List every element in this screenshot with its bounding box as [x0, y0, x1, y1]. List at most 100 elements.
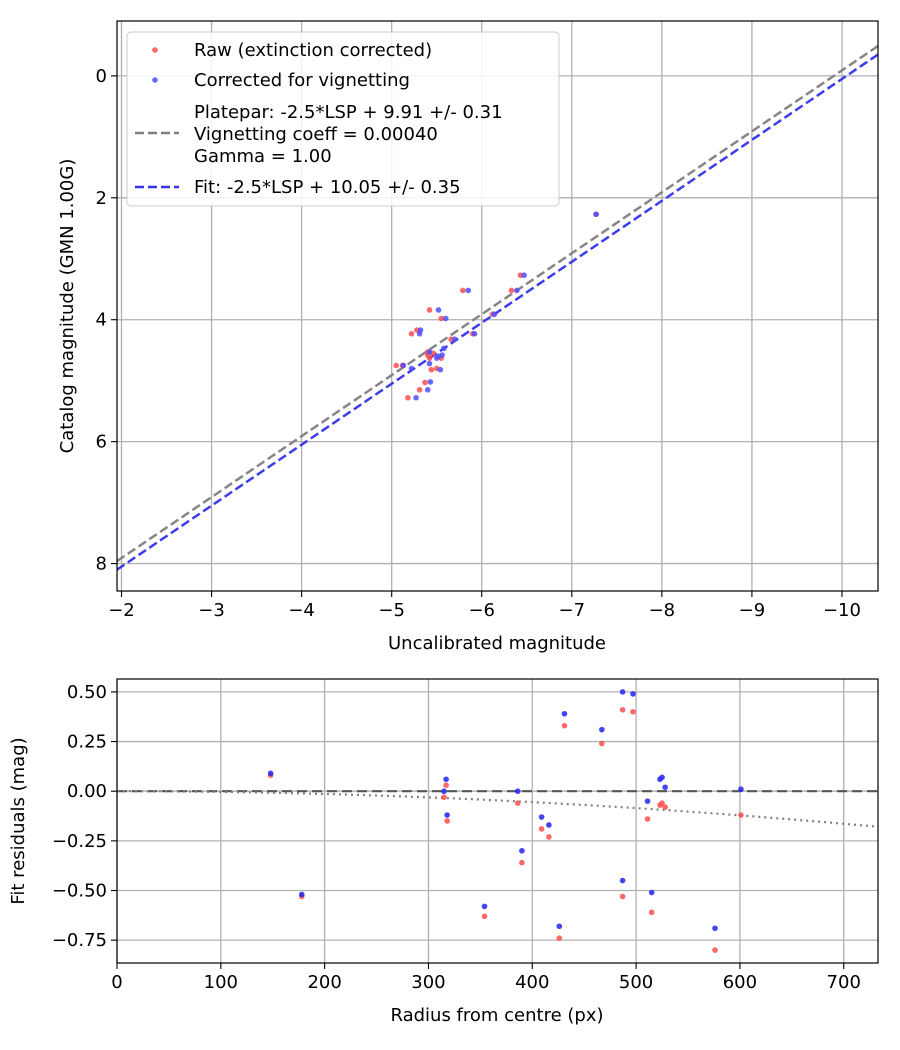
- corrected-point: [514, 287, 520, 294]
- raw-point: [416, 387, 423, 393]
- calibration-plot: −2 −3 −4 −5 −6 −7 −8 −9 −10 0 2 4 6 8 Uncalibrated m…: [57, 20, 879, 654]
- raw-point: [444, 818, 450, 824]
- corrected-point: [426, 360, 433, 367]
- raw-point: [556, 935, 563, 941]
- y-tick-label: 2: [96, 188, 107, 209]
- vignetting-curve: [117, 790, 876, 828]
- raw-point: [659, 800, 665, 806]
- legend-gamma-label: Gamma = 1.00: [194, 146, 332, 167]
- corrected-point: [491, 311, 498, 318]
- y-tick-label: 4: [96, 310, 107, 331]
- x-tick-label: 600: [723, 972, 757, 993]
- raw-point: [619, 706, 626, 713]
- reference-lines: [117, 790, 878, 828]
- x-tick-label: −6: [468, 600, 495, 621]
- raw-point: [428, 366, 435, 373]
- raw-point: [508, 287, 515, 294]
- corrected-point: [659, 774, 665, 781]
- corrected-point: [712, 925, 718, 932]
- corrected-point: [416, 330, 423, 337]
- corrected-point: [435, 307, 442, 313]
- raw-point: [408, 330, 415, 337]
- corrected-point: [481, 903, 488, 910]
- x-axis-label: Radius from centre (px): [390, 1005, 603, 1026]
- corrected-point: [630, 691, 636, 697]
- x-tick-label: 700: [827, 972, 861, 993]
- legend-platepar-label: Platepar: -2.5*LSP + 9.91 +/- 0.31: [194, 102, 503, 123]
- x-tick-label: 100: [204, 972, 238, 993]
- corrected-point: [427, 379, 434, 385]
- corrected-point: [413, 394, 419, 401]
- raw-point: [481, 913, 488, 920]
- y-tick-label: −0.25: [52, 831, 107, 852]
- corrected-point: [426, 349, 433, 355]
- y-tick-label: 6: [96, 432, 107, 453]
- x-tick-label: 400: [515, 972, 549, 993]
- raw-point: [738, 812, 744, 818]
- corrected-point: [433, 355, 440, 361]
- raw-point: [441, 794, 447, 800]
- legend-fit-label: Fit: -2.5*LSP + 10.05 +/- 0.35: [194, 177, 461, 198]
- raw-point: [426, 355, 433, 361]
- corrected-point: [424, 387, 431, 393]
- raw-point: [712, 947, 718, 953]
- corrected-point: [599, 726, 605, 733]
- corrected-point: [267, 770, 274, 777]
- corrected-point: [556, 923, 563, 930]
- raw-point: [546, 834, 552, 840]
- y-tick-label: 8: [96, 554, 107, 575]
- raw-point: [662, 804, 668, 810]
- corrected-point: [546, 822, 552, 828]
- raw-point: [630, 708, 636, 715]
- corrected-point: [521, 272, 527, 279]
- corrected-point: [619, 877, 626, 884]
- y-tick-label: 0.50: [67, 682, 107, 703]
- corrected-point: [619, 689, 626, 695]
- raw-point: [422, 379, 428, 386]
- corrected-point: [519, 847, 525, 854]
- raw-point: [514, 800, 521, 806]
- x-tick-label: −3: [198, 600, 225, 621]
- x-tick-label: 300: [411, 972, 445, 993]
- corrected-point: [514, 788, 521, 795]
- corrected-point: [471, 330, 478, 337]
- data-points: [267, 689, 744, 953]
- corrected-point: [561, 710, 568, 717]
- y-tick-label: 0.25: [67, 732, 107, 753]
- x-tick-label: −8: [649, 600, 676, 621]
- corrected-point: [465, 287, 472, 294]
- y-axis-ticks: 0 2 4 6 8: [96, 66, 117, 575]
- corrected-point: [662, 784, 668, 791]
- fit-line: [116, 53, 879, 571]
- raw-point: [438, 315, 445, 322]
- raw-point: [599, 740, 605, 747]
- x-tick-label: −7: [559, 600, 586, 621]
- raw-point: [519, 859, 525, 866]
- x-tick-label: −10: [823, 600, 861, 621]
- legend-box: [126, 31, 560, 207]
- x-tick-label: 0: [111, 972, 122, 993]
- raw-point: [648, 909, 655, 916]
- fit-lines: [116, 44, 879, 571]
- x-axis-ticks: 0 100 200 300 400 500 600 700: [111, 963, 861, 993]
- raw-point: [619, 893, 626, 900]
- corrected-point: [437, 366, 444, 373]
- x-tick-label: −9: [739, 600, 766, 621]
- y-tick-label: −0.75: [52, 930, 107, 951]
- raw-point: [426, 307, 433, 313]
- raw-point: [561, 722, 568, 729]
- y-tick-label: 0: [96, 66, 107, 87]
- raw-point: [538, 826, 545, 832]
- corrected-point: [538, 814, 545, 820]
- y-axis-label: Fit residuals (mag): [8, 737, 29, 904]
- corrected-point: [441, 788, 447, 795]
- raw-point: [393, 362, 399, 369]
- legend-corrected-marker: [152, 77, 158, 83]
- legend: Raw (extinction corrected) Corrected for…: [126, 31, 560, 207]
- y-axis-label: Catalog magnitude (GMN 1.00G): [57, 159, 78, 454]
- raw-point: [460, 287, 466, 294]
- x-tick-label: 500: [619, 972, 653, 993]
- corrected-point: [444, 812, 450, 818]
- y-tick-label: 0.00: [67, 781, 107, 802]
